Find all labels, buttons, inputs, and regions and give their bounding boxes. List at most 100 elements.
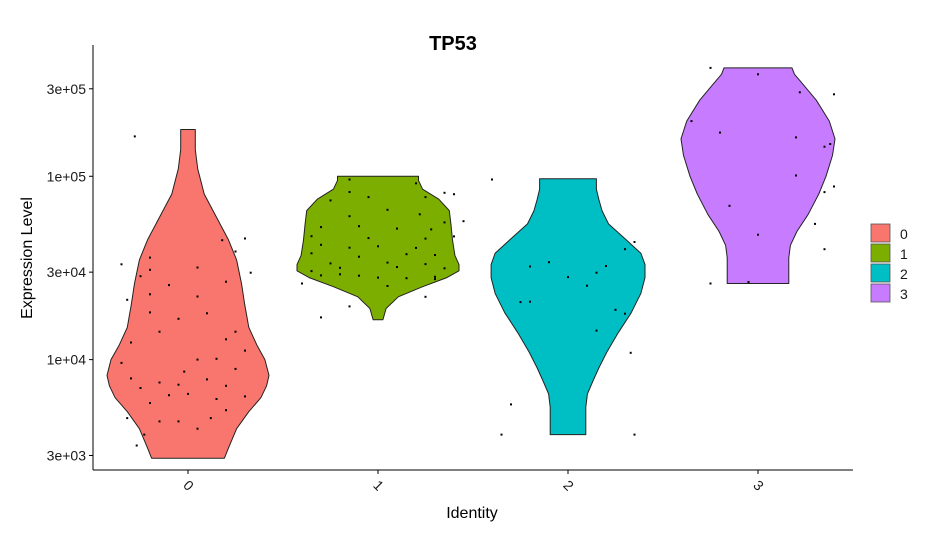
data-point-0-26	[225, 338, 227, 341]
data-point-2-4	[519, 301, 522, 304]
data-point-0-35	[168, 284, 170, 287]
data-point-0-43	[234, 250, 237, 253]
data-point-1-16	[329, 262, 332, 265]
x-axis-ticks: 0 1 2 3	[180, 470, 767, 494]
data-point-1-27	[310, 235, 313, 238]
legend-key-0	[870, 223, 891, 243]
data-point-2-9	[586, 284, 588, 287]
data-point-1-11	[434, 275, 436, 278]
data-point-0-15	[177, 383, 180, 386]
data-point-1-31	[320, 226, 322, 229]
data-point-2-8	[614, 308, 617, 311]
data-point-1-4	[386, 285, 389, 287]
data-point-1-35	[348, 215, 351, 218]
y-axis-ticks: 3e+03 1e+04 3e+04 1e+05 3e+05	[47, 81, 93, 463]
y-tick-label: 3e+03	[47, 447, 87, 463]
data-point-2-3	[629, 351, 632, 354]
data-point-3-17	[757, 73, 759, 76]
legend-key-3	[870, 283, 891, 303]
data-point-1-9	[377, 276, 379, 279]
x-axis-title: Identity	[446, 505, 498, 522]
data-point-1-47	[415, 182, 417, 185]
data-point-0-19	[183, 370, 186, 373]
violin-2	[490, 178, 646, 436]
data-point-0-45	[244, 237, 246, 240]
data-point-0-25	[130, 341, 132, 344]
data-point-0-23	[215, 357, 218, 360]
data-point-0-30	[149, 311, 151, 314]
data-point-3-14	[833, 93, 835, 96]
data-point-1-15	[443, 267, 446, 270]
data-point-1-33	[396, 227, 398, 230]
data-point-1-38	[418, 213, 421, 216]
data-point-2-7	[595, 329, 598, 332]
data-point-1-14	[396, 266, 398, 268]
data-point-0-8	[149, 402, 151, 404]
data-point-0-1	[143, 433, 146, 436]
data-point-1-29	[424, 237, 427, 240]
data-point-1-20	[358, 255, 360, 258]
data-point-0-29	[177, 317, 180, 320]
data-point-1-36	[443, 221, 446, 224]
data-point-1-37	[462, 220, 465, 223]
data-point-1-26	[415, 246, 417, 249]
data-point-3-7	[833, 185, 835, 188]
data-point-2-1	[633, 433, 636, 436]
data-point-0-18	[130, 377, 132, 380]
data-point-0-24	[244, 349, 246, 352]
data-point-3-1	[747, 281, 750, 283]
data-point-2-13	[548, 261, 550, 264]
violin-1	[296, 175, 460, 321]
data-point-0-38	[249, 271, 252, 274]
data-point-0-10	[187, 392, 189, 395]
data-point-0-14	[158, 381, 161, 384]
data-point-0-39	[149, 268, 151, 271]
data-point-2-12	[595, 271, 598, 274]
data-point-0-42	[149, 256, 151, 259]
data-point-2-14	[605, 265, 607, 267]
legend-label-1: 1	[900, 246, 908, 262]
data-point-1-1	[348, 305, 351, 308]
data-point-2-5	[529, 300, 531, 303]
data-point-0-16	[206, 378, 208, 381]
data-point-1-41	[367, 196, 370, 199]
legend-key-2	[870, 263, 891, 283]
data-point-2-17	[624, 248, 626, 251]
data-point-1-0	[320, 316, 322, 319]
data-point-1-8	[358, 274, 360, 277]
data-point-2-6	[624, 312, 626, 315]
data-point-2-11	[567, 276, 569, 279]
x-tick-label: 1	[370, 477, 387, 494]
data-point-1-25	[377, 245, 379, 248]
data-point-1-24	[348, 246, 351, 249]
x-tick-label: 0	[180, 477, 197, 494]
data-point-0-5	[196, 427, 199, 430]
data-point-0-2	[126, 417, 129, 420]
data-point-0-31	[206, 312, 208, 315]
data-point-0-13	[139, 387, 142, 389]
data-point-0-11	[215, 398, 218, 400]
data-point-2-16	[491, 178, 493, 181]
data-point-0-37	[139, 275, 142, 278]
legend-label-2: 2	[900, 266, 908, 282]
data-point-1-10	[405, 277, 408, 280]
data-point-1-23	[320, 243, 322, 246]
data-point-1-19	[310, 252, 313, 255]
data-point-3-10	[829, 143, 832, 145]
data-point-0-4	[177, 420, 180, 423]
point-layer	[120, 66, 835, 447]
y-axis-title: Expression Level	[19, 197, 36, 319]
data-point-2-0	[500, 433, 503, 436]
data-point-0-20	[234, 367, 237, 370]
data-point-0-27	[158, 330, 161, 333]
data-point-1-40	[329, 199, 332, 202]
data-point-1-22	[434, 254, 436, 256]
data-point-3-2	[823, 248, 826, 251]
data-point-1-39	[386, 208, 389, 211]
chart-title: TP53	[429, 33, 477, 55]
data-point-1-30	[453, 235, 455, 238]
data-point-0-7	[225, 409, 227, 412]
data-point-3-11	[795, 136, 797, 139]
data-point-0-6	[209, 417, 212, 420]
